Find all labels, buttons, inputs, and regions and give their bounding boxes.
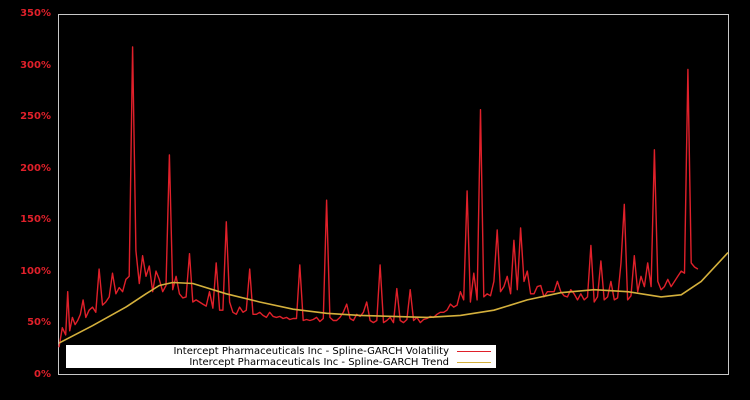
volatility-line — [58, 46, 699, 348]
y-tick-label: 200% — [20, 163, 51, 174]
y-tick-label: 250% — [20, 111, 51, 122]
trend-line — [58, 252, 729, 344]
series-layer — [58, 46, 729, 348]
y-tick-label: 0% — [34, 369, 51, 380]
legend-line-swatch-icon — [457, 362, 491, 363]
y-tick-label: 50% — [27, 317, 51, 328]
chart-legend: Intercept Pharmaceuticals Inc - Spline-G… — [66, 345, 496, 368]
legend-label: Intercept Pharmaceuticals Inc - Spline-G… — [173, 346, 449, 357]
y-tick-label: 150% — [20, 214, 51, 225]
y-tick-label: 300% — [20, 60, 51, 71]
y-tick-label: 100% — [20, 266, 51, 277]
plot-frame — [58, 14, 729, 375]
legend-label: Intercept Pharmaceuticals Inc - Spline-G… — [189, 357, 449, 368]
legend-item-volatility: Intercept Pharmaceuticals Inc - Spline-G… — [173, 346, 496, 357]
y-tick-label: 350% — [20, 8, 51, 19]
legend-line-swatch-icon — [457, 351, 491, 352]
legend-item-trend: Intercept Pharmaceuticals Inc - Spline-G… — [189, 357, 496, 368]
